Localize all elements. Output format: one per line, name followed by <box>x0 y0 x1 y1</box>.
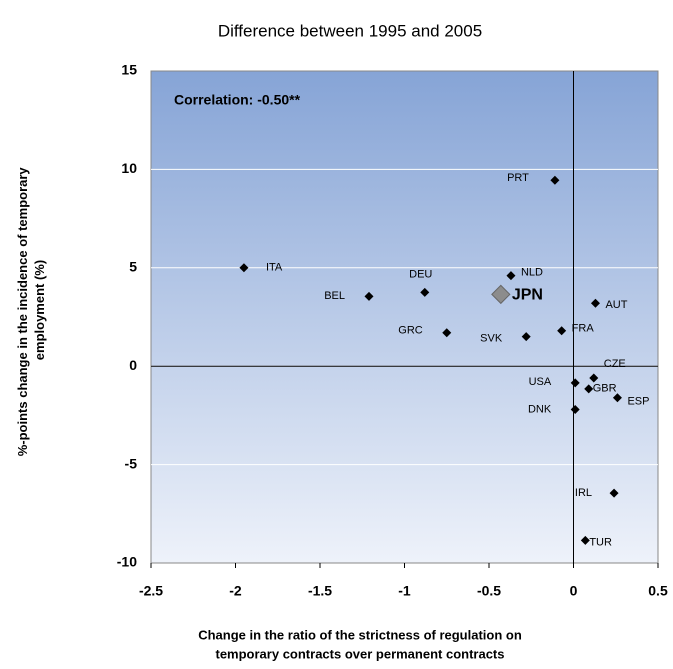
point-label: DEU <box>409 268 432 280</box>
y-tick-label: -10 <box>117 554 137 570</box>
point-label: FRA <box>572 323 595 335</box>
data-point <box>580 535 590 545</box>
data-point <box>420 287 430 297</box>
x-tick-label: -2 <box>229 583 242 599</box>
data-point <box>590 298 600 308</box>
point-label: ITA <box>266 262 283 274</box>
point-label: SVK <box>480 333 503 345</box>
data-point <box>442 328 452 338</box>
point-label: BEL <box>324 290 345 302</box>
data-point <box>589 373 599 383</box>
y-tick-label: 0 <box>129 357 137 373</box>
data-point <box>239 263 249 273</box>
y-tick-label: -5 <box>125 455 138 471</box>
x-tick-label: -0.5 <box>477 583 501 599</box>
point-label: CZE <box>604 358 626 370</box>
data-point <box>550 175 560 185</box>
y-axis-label-line: employment (%) <box>32 260 47 360</box>
x-tick-label: -1 <box>398 583 411 599</box>
data-point <box>491 284 511 305</box>
data-point <box>584 384 594 394</box>
data-point <box>612 393 622 403</box>
x-tick-label: 0.5 <box>648 583 668 599</box>
chart-title: Difference between 1995 and 2005 <box>218 21 482 40</box>
point-label: IRL <box>575 487 592 499</box>
x-axis-label: Change in the ratio of the strictness of… <box>198 627 522 642</box>
point-label: AUT <box>605 299 627 311</box>
y-axis-label: %-points change in the incidence of temp… <box>15 164 47 457</box>
point-label: TUR <box>589 536 612 548</box>
data-point <box>570 378 580 388</box>
data-point <box>570 404 580 414</box>
data-point <box>506 271 516 281</box>
x-tick-label: -2.5 <box>139 583 163 599</box>
point-label: DNK <box>528 403 552 415</box>
point-label: USA <box>529 376 552 388</box>
point-label: NLD <box>521 267 543 279</box>
data-point <box>364 291 374 301</box>
point-label: PRT <box>507 172 529 184</box>
point-label: GRC <box>398 325 423 337</box>
y-axis-label-line: %-points change in the incidence of temp… <box>15 167 30 457</box>
y-tick-label: 5 <box>129 259 137 275</box>
x-tick-label: -1.5 <box>308 583 332 599</box>
x-tick-label: 0 <box>570 583 578 599</box>
data-point <box>521 332 531 342</box>
y-tick-label: 15 <box>121 62 137 78</box>
point-label: ESP <box>627 396 649 408</box>
data-point <box>557 326 567 336</box>
x-axis-label: temporary contracts over permanent contr… <box>216 646 505 661</box>
y-tick-label: 10 <box>121 160 137 176</box>
point-label: JPN <box>512 287 543 304</box>
data-point <box>609 488 619 498</box>
annotation: Correlation: -0.50** <box>174 92 301 108</box>
point-label: GBR <box>593 383 617 395</box>
